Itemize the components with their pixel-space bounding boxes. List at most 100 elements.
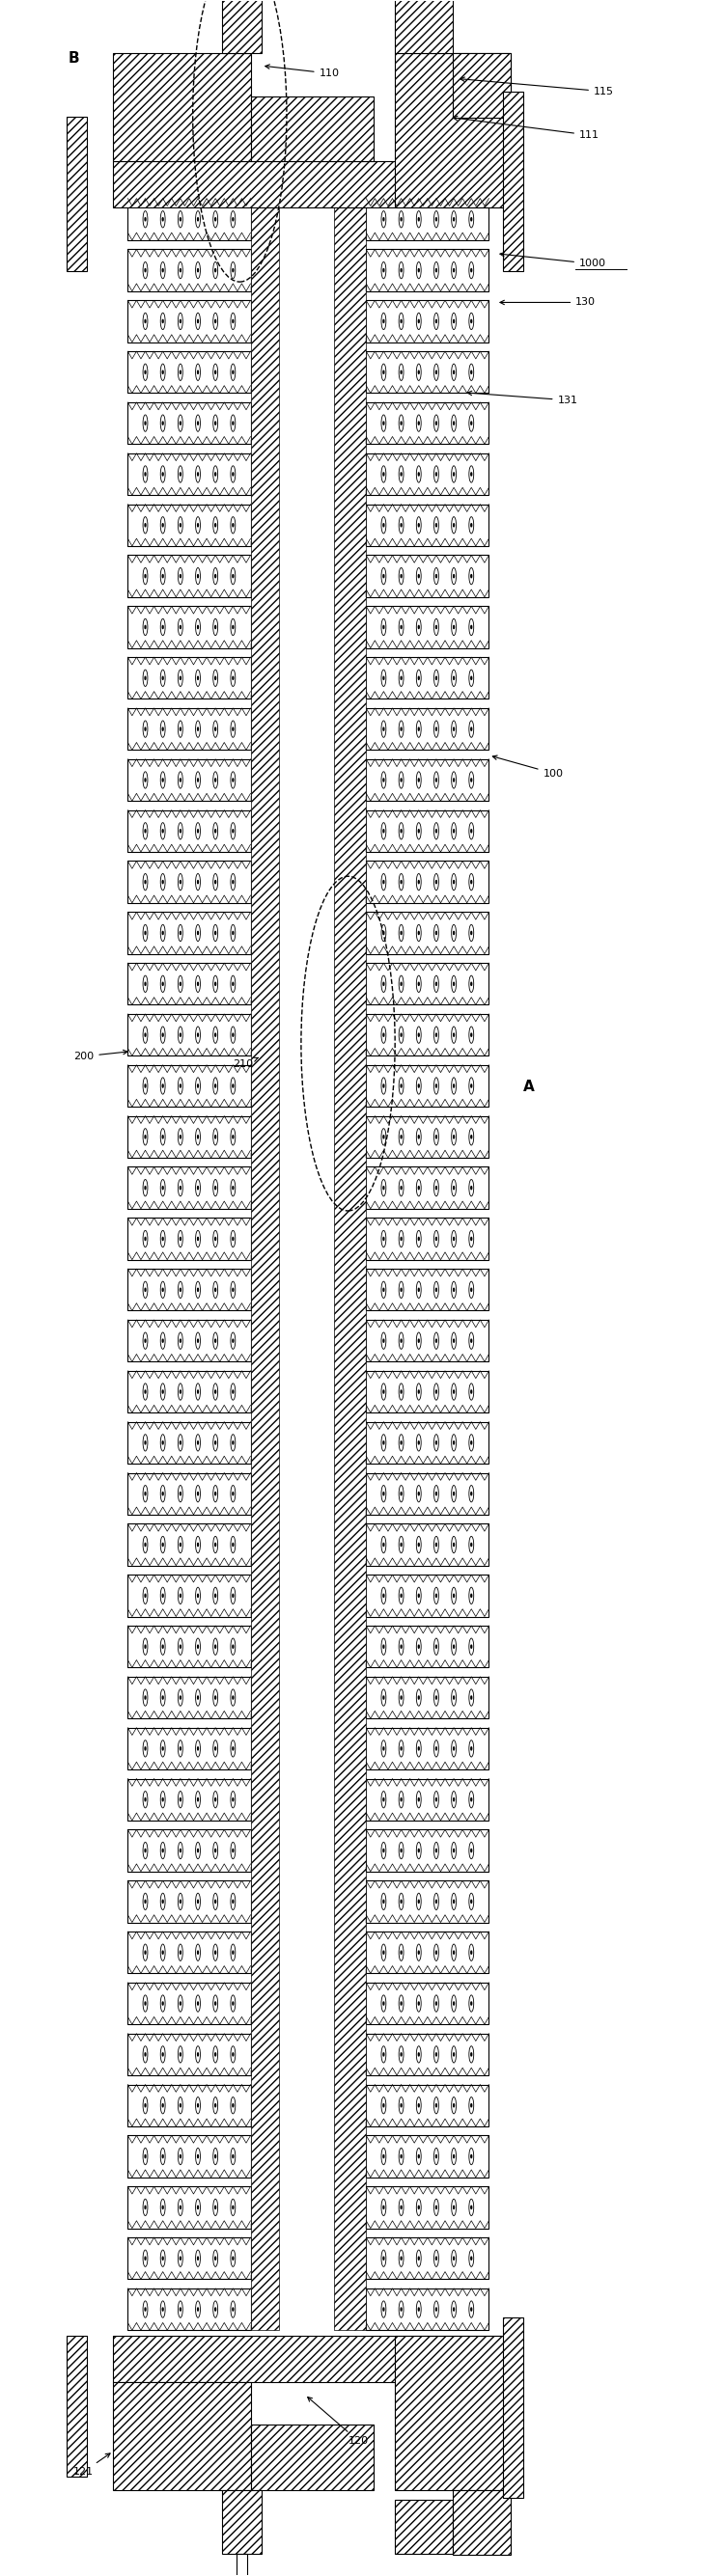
Circle shape [453, 319, 455, 322]
Circle shape [453, 1033, 455, 1036]
Circle shape [197, 933, 199, 935]
Bar [128, 1167, 251, 1208]
Circle shape [401, 371, 402, 374]
Circle shape [180, 471, 181, 477]
Circle shape [401, 1084, 402, 1087]
Circle shape [453, 1340, 455, 1342]
Circle shape [180, 1340, 181, 1342]
Circle shape [197, 677, 199, 680]
Circle shape [180, 626, 181, 629]
Circle shape [215, 471, 216, 477]
Circle shape [418, 881, 419, 884]
Circle shape [418, 1901, 419, 1904]
Circle shape [180, 1136, 181, 1139]
Bar [251, 95, 373, 160]
Circle shape [418, 2156, 419, 2159]
Bar [366, 657, 489, 698]
Circle shape [197, 523, 199, 526]
Bar [366, 505, 489, 546]
Bar [113, 2383, 251, 2491]
Circle shape [145, 1340, 146, 1342]
Circle shape [418, 1950, 419, 1955]
Circle shape [215, 1950, 216, 1955]
Circle shape [215, 726, 216, 732]
Circle shape [162, 1288, 163, 1291]
Circle shape [162, 1901, 163, 1904]
Circle shape [453, 371, 455, 374]
Circle shape [180, 1543, 181, 1546]
Circle shape [401, 778, 402, 781]
Circle shape [180, 1950, 181, 1955]
Circle shape [401, 2205, 402, 2208]
Circle shape [418, 1850, 419, 1852]
Bar [67, 2336, 86, 2478]
Circle shape [401, 1136, 402, 1139]
Circle shape [162, 677, 163, 680]
Circle shape [197, 1340, 199, 1342]
Circle shape [471, 1595, 472, 1597]
Circle shape [471, 2002, 472, 2004]
Circle shape [418, 933, 419, 935]
Circle shape [418, 2257, 419, 2259]
Circle shape [215, 371, 216, 374]
Circle shape [215, 2205, 216, 2208]
Circle shape [162, 2156, 163, 2159]
Circle shape [215, 2156, 216, 2159]
Circle shape [453, 2002, 455, 2004]
Circle shape [401, 1695, 402, 1700]
Circle shape [180, 2053, 181, 2056]
Bar [222, 2491, 262, 2553]
Circle shape [453, 677, 455, 680]
Circle shape [215, 1747, 216, 1749]
Circle shape [180, 1236, 181, 1239]
Circle shape [162, 1188, 163, 1190]
Circle shape [215, 1901, 216, 1904]
Circle shape [453, 1288, 455, 1291]
Circle shape [145, 1288, 146, 1291]
Circle shape [162, 523, 163, 526]
Circle shape [197, 2205, 199, 2208]
Circle shape [215, 2002, 216, 2004]
Circle shape [180, 981, 181, 987]
Circle shape [453, 1136, 455, 1139]
Bar [128, 350, 251, 394]
Circle shape [471, 1695, 472, 1700]
Circle shape [215, 1236, 216, 1239]
Circle shape [215, 1440, 216, 1445]
Circle shape [401, 881, 402, 884]
Circle shape [145, 626, 146, 629]
Bar [128, 708, 251, 750]
Circle shape [145, 1136, 146, 1139]
Circle shape [197, 1288, 199, 1291]
Circle shape [145, 1595, 146, 1597]
Bar [366, 2187, 489, 2228]
Circle shape [180, 371, 181, 374]
Circle shape [471, 2156, 472, 2159]
Circle shape [197, 1543, 199, 1546]
Circle shape [180, 523, 181, 526]
Circle shape [180, 1747, 181, 1749]
Bar [128, 402, 251, 443]
Text: 200: 200 [73, 1051, 128, 1061]
Bar [128, 2239, 251, 2280]
Bar [222, 0, 262, 52]
Circle shape [453, 2205, 455, 2208]
Circle shape [418, 371, 419, 374]
Circle shape [145, 829, 146, 832]
Circle shape [180, 1492, 181, 1494]
Circle shape [418, 2105, 419, 2107]
Circle shape [145, 1695, 146, 1700]
Circle shape [162, 626, 163, 629]
Bar [128, 1728, 251, 1770]
Bar [128, 505, 251, 546]
Circle shape [471, 268, 472, 270]
Circle shape [215, 881, 216, 884]
Circle shape [418, 2002, 419, 2004]
Circle shape [401, 1236, 402, 1239]
Circle shape [453, 2257, 455, 2259]
Circle shape [162, 2053, 163, 2056]
Bar [366, 1932, 489, 1973]
Circle shape [162, 574, 163, 577]
Circle shape [197, 981, 199, 987]
Circle shape [418, 1595, 419, 1597]
